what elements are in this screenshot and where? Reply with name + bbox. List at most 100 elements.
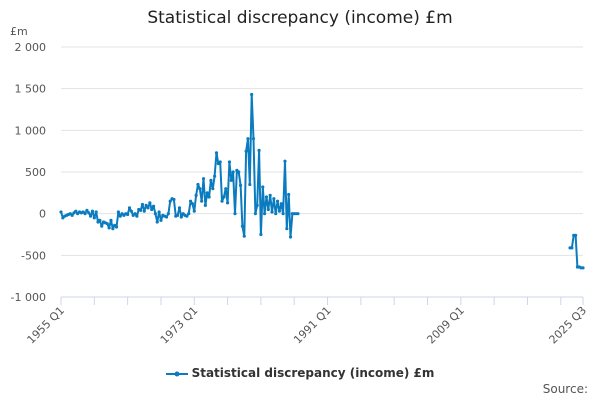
data-point bbox=[164, 215, 169, 219]
data-point bbox=[111, 227, 115, 231]
data-point bbox=[109, 218, 113, 222]
data-point bbox=[155, 220, 159, 224]
data-point bbox=[220, 199, 224, 203]
data-point bbox=[225, 201, 230, 205]
data-point bbox=[237, 170, 241, 174]
legend-label: Statistical discrepancy (income) £m bbox=[191, 366, 435, 380]
data-point bbox=[277, 209, 282, 213]
data-point bbox=[573, 233, 578, 237]
data-point bbox=[229, 178, 233, 182]
data-point bbox=[283, 159, 287, 163]
data-point bbox=[87, 211, 91, 215]
data-point bbox=[255, 203, 259, 207]
data-point bbox=[107, 226, 111, 230]
x-tick-label: 1955 Q1 bbox=[25, 304, 68, 347]
data-point bbox=[263, 212, 267, 216]
data-point bbox=[187, 212, 191, 216]
data-point bbox=[114, 225, 119, 229]
x-tick-label: 2025 Q3 bbox=[547, 304, 590, 347]
data-point bbox=[196, 182, 200, 187]
data-point bbox=[118, 214, 122, 218]
data-point bbox=[248, 182, 252, 187]
data-point bbox=[296, 212, 300, 216]
data-point bbox=[138, 208, 143, 212]
data-point bbox=[200, 199, 204, 203]
source-label: Source: bbox=[542, 382, 588, 396]
data-point bbox=[198, 187, 202, 191]
data-point bbox=[59, 210, 63, 214]
data-point bbox=[213, 174, 217, 178]
y-tick-label: -500 bbox=[21, 249, 46, 262]
data-point bbox=[192, 209, 196, 213]
data-point bbox=[94, 210, 98, 214]
data-point bbox=[179, 215, 183, 219]
data-point bbox=[224, 187, 228, 191]
data-point bbox=[570, 246, 574, 250]
x-tick-label: 2009 Q1 bbox=[424, 304, 467, 347]
data-point bbox=[285, 227, 289, 231]
data-point bbox=[281, 212, 285, 216]
data-point bbox=[257, 148, 261, 152]
data-point bbox=[240, 224, 245, 228]
data-point bbox=[201, 177, 206, 181]
data-point bbox=[214, 151, 219, 155]
data-point bbox=[259, 232, 263, 237]
x-tick-label: 1973 Q1 bbox=[158, 304, 201, 347]
data-point bbox=[233, 212, 237, 216]
data-point bbox=[92, 216, 96, 220]
data-point bbox=[85, 208, 89, 212]
y-tick-label: -1 000 bbox=[11, 291, 46, 304]
data-point bbox=[190, 202, 195, 206]
chart-title: Statistical discrepancy (income) £m bbox=[147, 8, 453, 28]
data-point bbox=[244, 149, 248, 153]
data-point bbox=[222, 195, 226, 199]
data-point bbox=[211, 187, 215, 191]
data-point bbox=[581, 266, 585, 270]
data-point bbox=[168, 199, 172, 203]
y-tick-label: 1 500 bbox=[15, 83, 47, 96]
data-point bbox=[83, 212, 87, 216]
data-point bbox=[70, 213, 74, 217]
data-point bbox=[140, 202, 145, 207]
data-point bbox=[185, 214, 189, 218]
data-point bbox=[153, 212, 158, 216]
data-point bbox=[268, 193, 272, 197]
data-point bbox=[172, 197, 176, 202]
data-point bbox=[129, 209, 133, 213]
data-point bbox=[188, 199, 193, 203]
data-point bbox=[203, 203, 207, 207]
data-point bbox=[264, 195, 269, 199]
data-point bbox=[176, 213, 180, 217]
data-point bbox=[209, 178, 213, 182]
data-point bbox=[144, 203, 148, 207]
data-point bbox=[146, 206, 150, 210]
series-line bbox=[570, 234, 583, 269]
data-point bbox=[177, 206, 182, 210]
data-point bbox=[89, 214, 93, 218]
data-point bbox=[227, 160, 232, 164]
data-point bbox=[166, 212, 170, 216]
data-point bbox=[74, 209, 78, 213]
data-point bbox=[250, 92, 254, 97]
data-point bbox=[251, 137, 256, 141]
x-tick-label: 1991 Q1 bbox=[291, 304, 334, 347]
legend[interactable]: Statistical discrepancy (income) £m bbox=[0, 366, 600, 380]
data-point bbox=[150, 207, 154, 212]
data-point bbox=[288, 235, 293, 239]
data-point bbox=[253, 212, 257, 216]
data-point bbox=[287, 192, 291, 197]
data-point bbox=[266, 207, 270, 212]
data-point bbox=[105, 222, 109, 226]
data-point bbox=[194, 193, 198, 197]
data-point bbox=[90, 209, 95, 213]
series-line bbox=[60, 93, 298, 238]
data-point bbox=[100, 224, 104, 228]
data-point bbox=[148, 201, 152, 205]
data-point bbox=[246, 137, 250, 141]
data-point bbox=[274, 212, 278, 216]
data-point bbox=[133, 212, 137, 216]
data-point bbox=[151, 204, 156, 208]
data-point bbox=[142, 209, 146, 213]
y-tick-label: 0 bbox=[39, 208, 46, 221]
